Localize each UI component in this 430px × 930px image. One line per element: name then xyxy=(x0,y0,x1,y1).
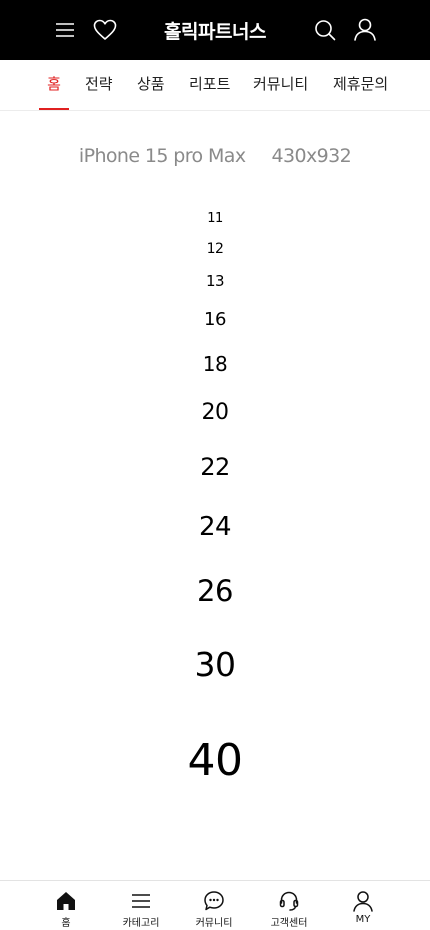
tab-label: 상품 xyxy=(137,75,165,93)
nav-label: MY xyxy=(355,914,371,925)
tab-label: 커뮤니티 xyxy=(253,75,309,93)
chat-bubble-icon xyxy=(177,889,251,913)
font-size-sample: 40 xyxy=(187,735,244,786)
tab-report[interactable]: 리포트 xyxy=(189,60,230,110)
tab-community[interactable]: 커뮤니티 xyxy=(253,60,308,110)
home-icon xyxy=(29,889,103,913)
tab-label: 홈 xyxy=(47,75,61,93)
font-size-sample: 26 xyxy=(197,574,233,608)
bottom-nav-community[interactable]: 커뮤니티 xyxy=(177,881,251,930)
tab-home[interactable]: 홈 xyxy=(39,60,69,110)
tab-label: 리포트 xyxy=(189,75,231,93)
brand-title[interactable]: 홀릭파트너스 xyxy=(164,21,266,43)
heart-icon[interactable] xyxy=(92,17,118,43)
font-size-sample: 18 xyxy=(202,352,228,376)
device-resolution: 430x932 xyxy=(271,145,352,167)
bottom-nav-my[interactable]: MY xyxy=(326,881,400,930)
tab-strategy[interactable]: 전략 xyxy=(85,60,113,110)
device-info: iPhone 15 pro Max 430x932 xyxy=(0,145,430,167)
font-size-sample: 12 xyxy=(206,241,224,257)
active-tab-indicator xyxy=(39,108,69,110)
nav-label: 카테고리 xyxy=(122,918,160,929)
hamburger-menu-icon[interactable] xyxy=(53,18,77,42)
bottom-nav-customer-center[interactable]: 고객센터 xyxy=(252,881,326,930)
font-size-sample: 20 xyxy=(201,400,230,425)
nav-label: 홈 xyxy=(61,918,71,929)
top-header: 홀릭파트너스 xyxy=(0,0,430,60)
tab-partnership[interactable]: 제휴문의 xyxy=(333,60,388,110)
font-size-sample: 30 xyxy=(194,645,237,684)
device-name: iPhone 15 pro Max xyxy=(78,145,246,167)
brand-title-wrap: 홀릭파트너스 xyxy=(0,17,430,44)
bottom-nav-home[interactable]: 홈 xyxy=(29,881,103,930)
font-size-sample: 16 xyxy=(204,309,226,330)
nav-label: 고객센터 xyxy=(270,918,308,929)
search-icon[interactable] xyxy=(313,18,337,42)
tab-label: 전략 xyxy=(85,75,113,93)
tab-product[interactable]: 상품 xyxy=(137,60,165,110)
bottom-nav-category[interactable]: 카테고리 xyxy=(104,881,178,930)
category-menu-icon xyxy=(104,889,178,913)
main-tab-bar: 홈 전략 상품 리포트 커뮤니티 제휴문의 xyxy=(0,60,430,111)
tab-label: 제휴문의 xyxy=(333,75,389,93)
bottom-nav-bar: 홈 카테고리 커뮤니티 고객센터 MY xyxy=(0,880,430,930)
headset-icon xyxy=(252,889,326,913)
font-size-sample: 24 xyxy=(198,512,232,542)
font-size-sample: 22 xyxy=(200,453,230,481)
font-size-sample: 11 xyxy=(207,211,223,226)
user-icon xyxy=(326,889,400,913)
font-size-sample: 13 xyxy=(205,272,225,290)
user-icon[interactable] xyxy=(352,16,378,42)
nav-label: 커뮤니티 xyxy=(195,918,233,929)
